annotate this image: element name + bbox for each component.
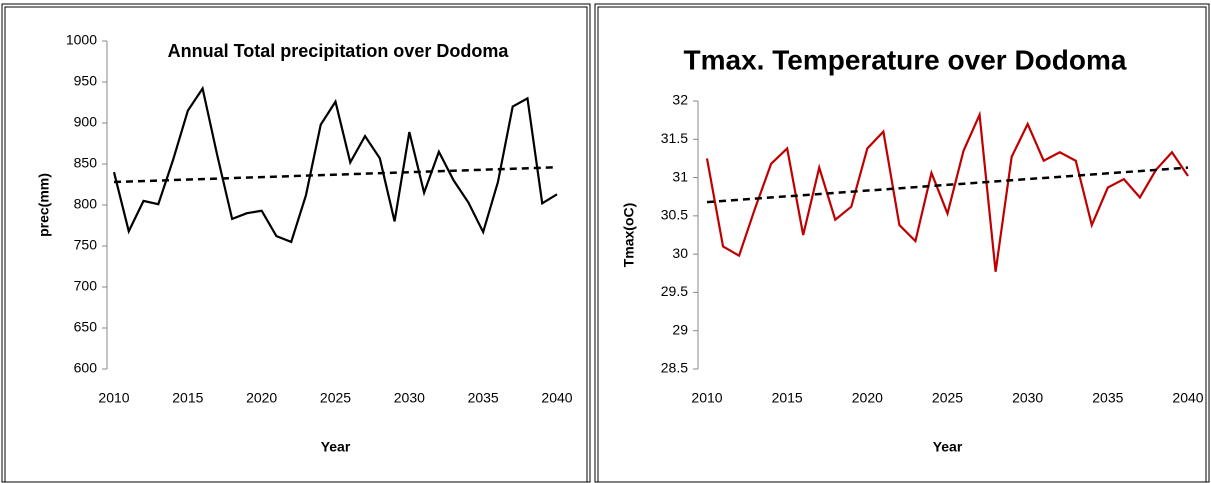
x-tick-label: 2020 <box>852 390 883 406</box>
y-tick-label: 30.5 <box>661 207 688 223</box>
chart-title: Annual Total precipitation over Dodoma <box>168 41 510 61</box>
y-axis-label: prec(mm) <box>36 173 52 237</box>
trend-line <box>113 166 558 184</box>
x-tick-label: 2015 <box>172 390 203 406</box>
x-tick-label: 2010 <box>98 390 129 406</box>
panel-frame <box>594 3 1210 483</box>
x-tick-label: 2015 <box>772 390 803 406</box>
y-tick-label: 29 <box>672 321 688 337</box>
y-tick-label: 950 <box>74 73 98 89</box>
x-tick-label: 2030 <box>394 390 425 406</box>
x-tick-label: 2035 <box>468 390 499 406</box>
y-tick-label: 600 <box>74 360 98 376</box>
y-tick-label: 30 <box>672 245 688 261</box>
x-tick-label: 2010 <box>691 390 722 406</box>
y-tick-label: 31.5 <box>661 130 688 146</box>
x-tick-label: 2040 <box>1172 390 1203 406</box>
y-tick-label: 700 <box>74 278 98 294</box>
y-tick-label: 900 <box>74 114 98 130</box>
data-line <box>112 85 558 244</box>
y-tick-label: 32 <box>672 92 688 108</box>
y-tick-label: 750 <box>74 237 98 253</box>
data-line <box>705 110 1189 272</box>
y-tick-label: 31 <box>672 168 688 184</box>
y-axis-label: Tmax(oC) <box>621 203 637 268</box>
panel-frame <box>597 6 1207 483</box>
x-tick-label: 2030 <box>1012 390 1043 406</box>
x-tick-label: 2025 <box>932 390 963 406</box>
y-tick-label: 800 <box>74 196 98 212</box>
panel-frame <box>4 6 588 483</box>
x-axis-label: Year <box>933 439 963 455</box>
chart-title: Tmax. Temperature over Dodoma <box>684 44 1127 75</box>
x-axis-label: Year <box>321 439 351 455</box>
x-tick-label: 2035 <box>1092 390 1123 406</box>
y-tick-label: 650 <box>74 319 98 335</box>
x-tick-label: 2040 <box>541 390 572 406</box>
y-tick-label: 1000 <box>66 32 97 48</box>
y-tick-label: 29.5 <box>661 283 688 299</box>
y-tick-label: 850 <box>74 155 98 171</box>
y-tick-label: 28.5 <box>661 360 688 376</box>
x-tick-label: 2020 <box>246 390 277 406</box>
trend-line <box>706 166 1189 204</box>
x-tick-label: 2025 <box>320 390 351 406</box>
